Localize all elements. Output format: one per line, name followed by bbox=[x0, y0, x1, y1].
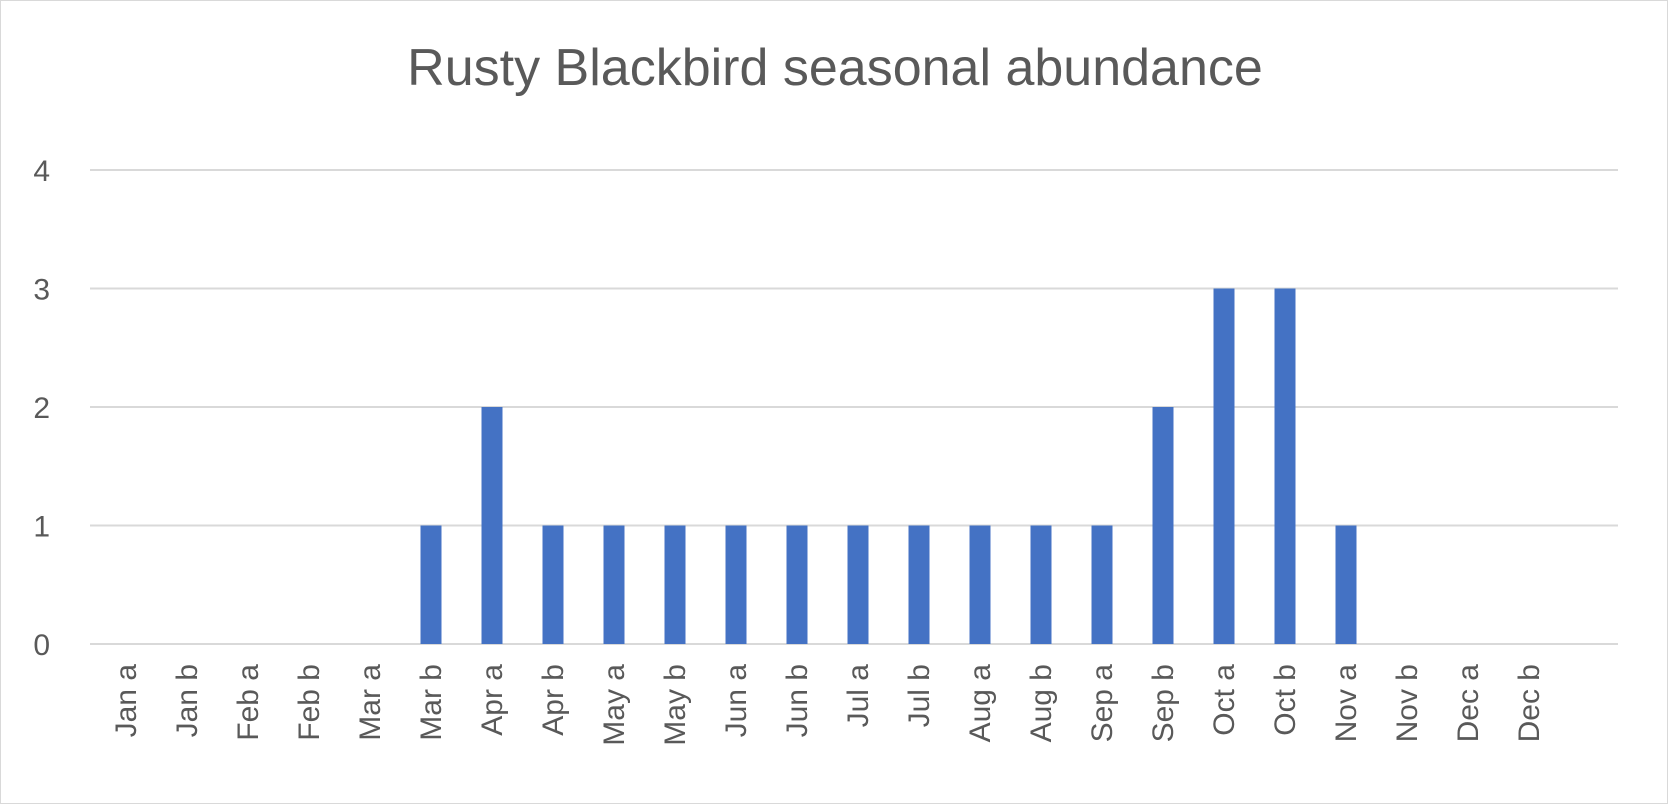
bar bbox=[1030, 525, 1052, 644]
x-tick-label: Nov b bbox=[1391, 664, 1424, 742]
bar bbox=[603, 525, 625, 644]
bars bbox=[420, 288, 1357, 644]
y-tick-label: 3 bbox=[33, 274, 50, 307]
x-axis-ticks: Jan a Jan b Feb a Feb b Mar a Mar b Apr a Apr b… bbox=[110, 664, 1546, 746]
x-tick-label: Jan b bbox=[171, 664, 204, 737]
y-tick-label: 0 bbox=[33, 629, 50, 662]
x-tick-label: Sep a bbox=[1086, 664, 1119, 743]
x-tick-label: Oct a bbox=[1208, 664, 1241, 736]
bar bbox=[542, 525, 564, 644]
x-tick-label: Mar a bbox=[354, 664, 387, 741]
bar bbox=[725, 525, 747, 644]
bar bbox=[969, 525, 991, 644]
x-tick-label: Jul a bbox=[842, 664, 875, 728]
y-tick-label: 4 bbox=[33, 155, 50, 188]
bar bbox=[481, 407, 503, 644]
x-tick-label: Apr a bbox=[476, 664, 509, 736]
bar bbox=[664, 525, 686, 644]
bar bbox=[908, 525, 930, 644]
x-tick-label: May b bbox=[659, 664, 692, 746]
x-tick-label: Jun a bbox=[720, 664, 753, 738]
x-tick-label: Dec a bbox=[1452, 664, 1485, 743]
x-tick-label: Aug b bbox=[1025, 664, 1058, 742]
bar bbox=[847, 525, 869, 644]
bar bbox=[786, 525, 808, 644]
x-tick-label: Apr b bbox=[537, 664, 570, 736]
x-tick-label: Feb a bbox=[232, 664, 265, 741]
x-tick-label: Dec b bbox=[1513, 664, 1546, 742]
x-tick-label: Feb b bbox=[293, 664, 326, 741]
bar bbox=[1213, 288, 1235, 644]
x-tick-label: Jan a bbox=[110, 664, 143, 738]
x-tick-label: Mar b bbox=[415, 664, 448, 741]
bar bbox=[1152, 407, 1174, 644]
y-tick-label: 1 bbox=[33, 511, 50, 544]
x-tick-label: Oct b bbox=[1269, 664, 1302, 736]
x-tick-label: Nov a bbox=[1330, 664, 1363, 743]
bar bbox=[1335, 525, 1357, 644]
chart-title: Rusty Blackbird seasonal abundance bbox=[407, 39, 1263, 97]
x-tick-label: May a bbox=[598, 664, 631, 746]
bar bbox=[1274, 288, 1296, 644]
y-tick-label: 2 bbox=[33, 392, 50, 425]
bar bbox=[1091, 525, 1113, 644]
x-tick-label: Sep b bbox=[1147, 664, 1180, 742]
x-tick-label: Jun b bbox=[781, 664, 814, 737]
bar bbox=[420, 525, 442, 644]
y-axis-ticks: 0 1 2 3 4 bbox=[33, 155, 50, 662]
x-tick-label: Aug a bbox=[964, 664, 997, 743]
x-tick-label: Jul b bbox=[903, 664, 936, 727]
